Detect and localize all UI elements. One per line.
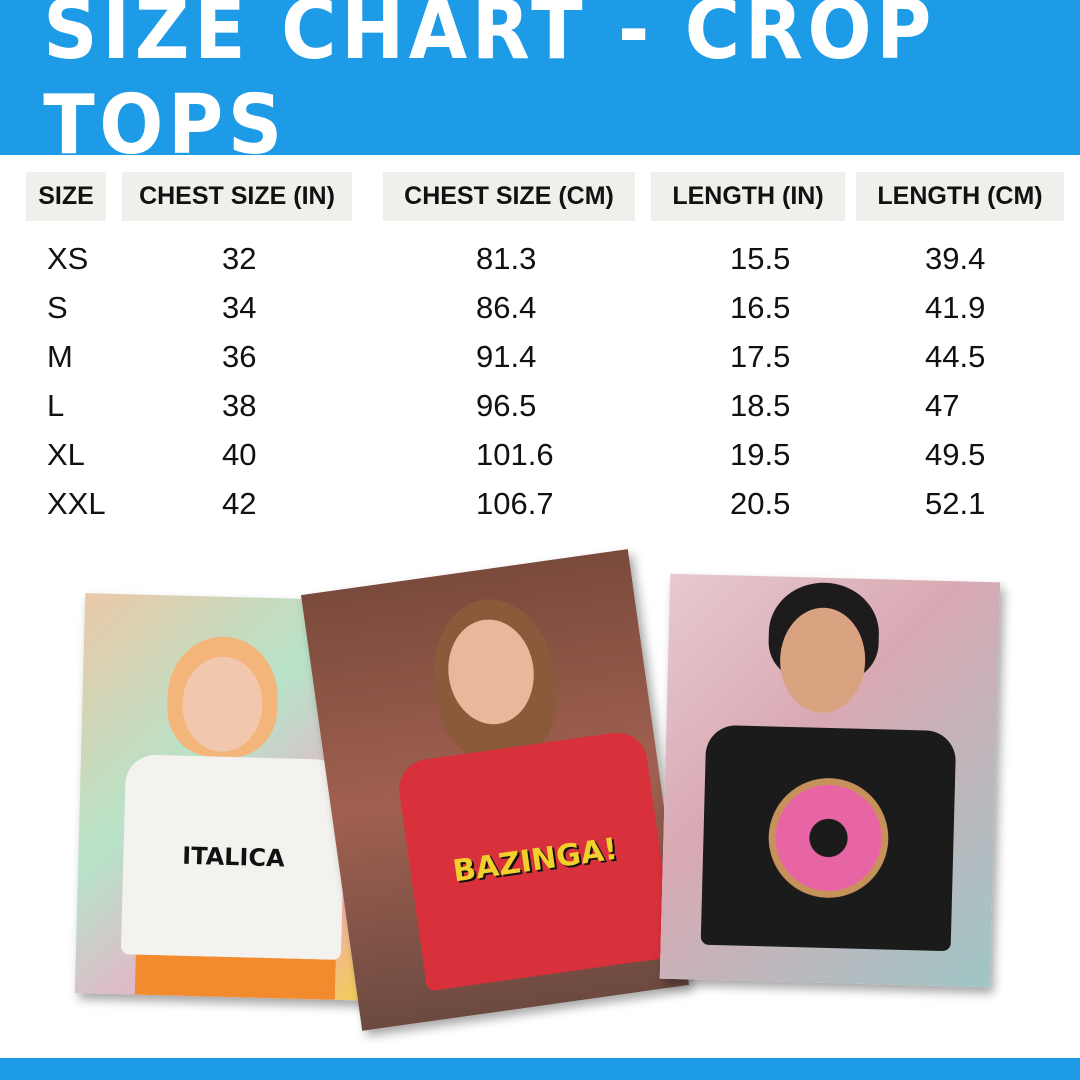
table-cell: 101.6 (476, 437, 554, 472)
photo-red-crop-top: BAZINGA! (300, 549, 690, 1031)
title-banner: SIZE CHART - CROP TOPS (0, 0, 1080, 173)
shirt-print-italica: ITALICA (120, 754, 347, 960)
table-cell: L (47, 388, 65, 423)
shirt-print-bazinga: BAZINGA! (395, 728, 675, 992)
table-cell: 81.3 (476, 241, 537, 276)
table-cell: 17.5 (730, 339, 791, 374)
table-cell: 20.5 (730, 486, 791, 521)
page-title: SIZE CHART - CROP TOPS (43, 0, 937, 173)
table-cell: 16.5 (730, 290, 791, 325)
header-chest-cm: CHEST SIZE (CM) (383, 172, 635, 221)
table-cell: 96.5 (476, 388, 537, 423)
table-cell: 41.9 (925, 290, 986, 325)
table-cell: 34 (222, 290, 257, 325)
donut-print-icon (766, 776, 891, 900)
header-length-in: LENGTH (IN) (651, 172, 845, 221)
header-size: SIZE (26, 172, 106, 221)
table-cell: 42 (222, 486, 257, 521)
table-cell: 36 (222, 339, 257, 374)
table-cell: 19.5 (730, 437, 791, 472)
photo-black-donut-crop-top (659, 573, 1001, 988)
table-cell: M (47, 339, 73, 374)
table-cell: 40 (222, 437, 257, 472)
table-cell: 49.5 (925, 437, 986, 472)
header-length-cm: LENGTH (CM) (856, 172, 1064, 221)
header-chest-in: CHEST SIZE (IN) (122, 172, 352, 221)
table-cell: 18.5 (730, 388, 791, 423)
table-cell: XL (47, 437, 85, 472)
table-cell: XXL (47, 486, 106, 521)
table-cell: 91.4 (476, 339, 537, 374)
table-cell: 44.5 (925, 339, 986, 374)
table-cell: 39.4 (925, 241, 986, 276)
table-cell: 47 (925, 388, 960, 423)
table-cell: 106.7 (476, 486, 554, 521)
table-cell: 15.5 (730, 241, 791, 276)
shirt-black (700, 724, 957, 952)
table-cell: XS (47, 241, 89, 276)
table-cell: 32 (222, 241, 257, 276)
table-cell: 86.4 (476, 290, 537, 325)
bottom-bar (0, 1058, 1080, 1080)
table-cell: 38 (222, 388, 257, 423)
table-cell: S (47, 290, 68, 325)
table-cell: 52.1 (925, 486, 986, 521)
